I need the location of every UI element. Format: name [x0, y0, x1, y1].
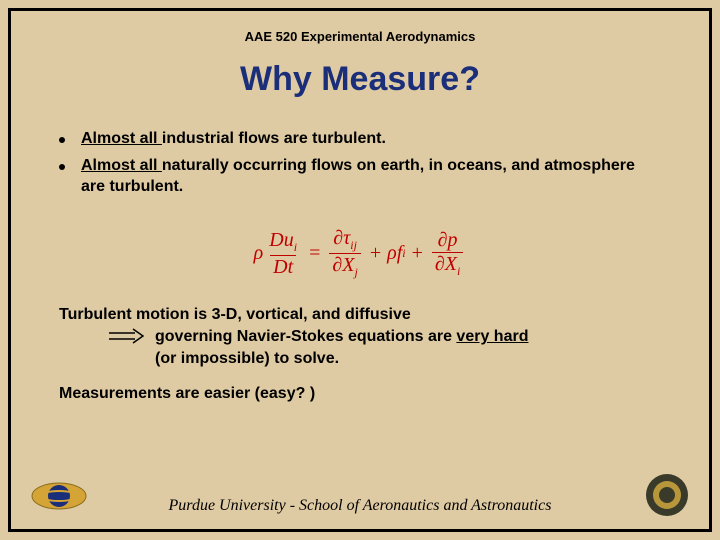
underlined-text: very hard — [456, 328, 528, 345]
eq-num: Du — [269, 229, 293, 251]
slide-title: Why Measure? — [11, 60, 709, 99]
eq-sub: i — [457, 264, 460, 278]
underlined-text: Almost all — [81, 157, 162, 174]
para-line: Turbulent motion is 3-D, vortical, and d… — [59, 304, 661, 326]
bullet-dot-icon — [59, 137, 65, 143]
bullet-item: Almost all naturally occurring flows on … — [59, 156, 661, 198]
paragraph-measurements: Measurements are easier (easy? ) — [59, 383, 661, 405]
navier-stokes-equation: ρ Dui Dt = ∂τij ∂Xj + ρfi + ∂p ∂Xi — [59, 227, 661, 280]
bullet-item: Almost all industrial flows are turbulen… — [59, 129, 661, 150]
implies-arrow-icon — [109, 328, 145, 344]
eq-plus: + — [412, 242, 423, 265]
eq-fraction: Dui Dt — [266, 229, 300, 279]
footer-text: Purdue University - School of Aeronautic… — [11, 497, 709, 515]
eq-sub: i — [402, 246, 405, 261]
bullet-text: Almost all industrial flows are turbulen… — [81, 129, 386, 150]
eq-equals: = — [309, 242, 320, 265]
para-text: governing Navier-Stokes equations are — [155, 328, 456, 345]
eq-sub: i — [294, 240, 297, 254]
bullet-rest: industrial flows are turbulent. — [162, 130, 386, 147]
bullet-rest: naturally occurring flows on earth, in o… — [81, 157, 635, 195]
eq-rho: ρ — [254, 242, 264, 265]
para-text: (or impossible) to solve. — [155, 350, 339, 367]
bullet-text: Almost all naturally occurring flows on … — [81, 156, 661, 198]
eq-plus: + — [370, 242, 381, 265]
eq-fraction: ∂p ∂Xi — [432, 229, 463, 279]
slide-frame: AAE 520 Experimental Aerodynamics Why Me… — [8, 8, 712, 532]
eq-term: ρf — [387, 242, 402, 265]
para-indent-text: governing Navier-Stokes equations are ve… — [155, 326, 528, 369]
eq-num: ∂p — [435, 229, 461, 252]
eq-den: ∂X — [332, 254, 354, 276]
eq-fraction: ∂τij ∂Xj — [329, 227, 360, 280]
content-area: Almost all industrial flows are turbulen… — [11, 99, 709, 405]
eq-den: ∂X — [435, 253, 457, 275]
eq-den: Dt — [270, 255, 296, 279]
eq-sub: ij — [350, 238, 357, 252]
bullet-dot-icon — [59, 164, 65, 170]
eq-sub: j — [354, 265, 357, 279]
underlined-text: Almost all — [81, 130, 162, 147]
eq-num: ∂τ — [333, 227, 350, 249]
course-header: AAE 520 Experimental Aerodynamics — [11, 29, 709, 44]
paragraph-turbulent: Turbulent motion is 3-D, vortical, and d… — [59, 304, 661, 369]
